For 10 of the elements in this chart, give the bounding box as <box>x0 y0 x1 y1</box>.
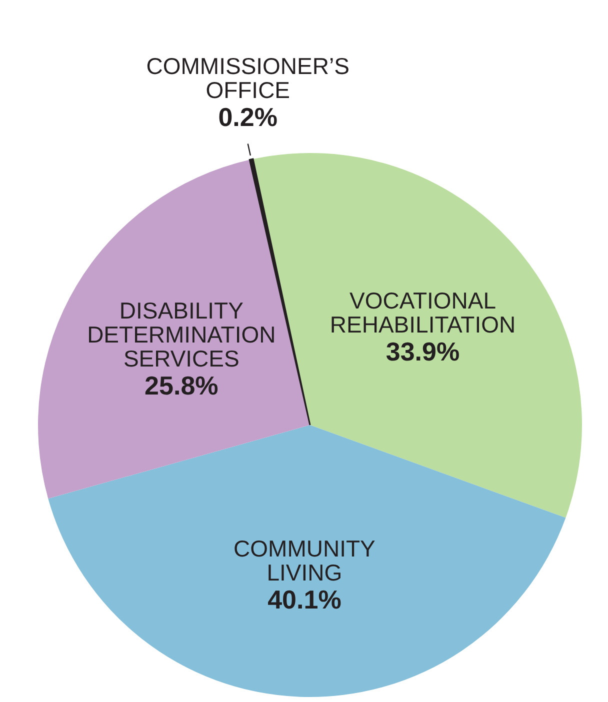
data-label: 40.1% <box>268 584 342 614</box>
slice-label: COMMISSIONER’S OFFICE <box>146 52 350 103</box>
pie-slice <box>38 160 310 499</box>
data-label: 33.9% <box>386 336 460 367</box>
pie-slice <box>48 425 566 697</box>
slice-label: COMMUNITY LIVING <box>234 536 376 586</box>
data-label: 25.8% <box>144 370 218 401</box>
slice-label: VOCATIONAL REHABILITATION <box>330 288 516 338</box>
slice-label: DISABILITY DETERMINATION SERVICES <box>87 298 276 372</box>
data-label: 0.2% <box>218 102 278 132</box>
